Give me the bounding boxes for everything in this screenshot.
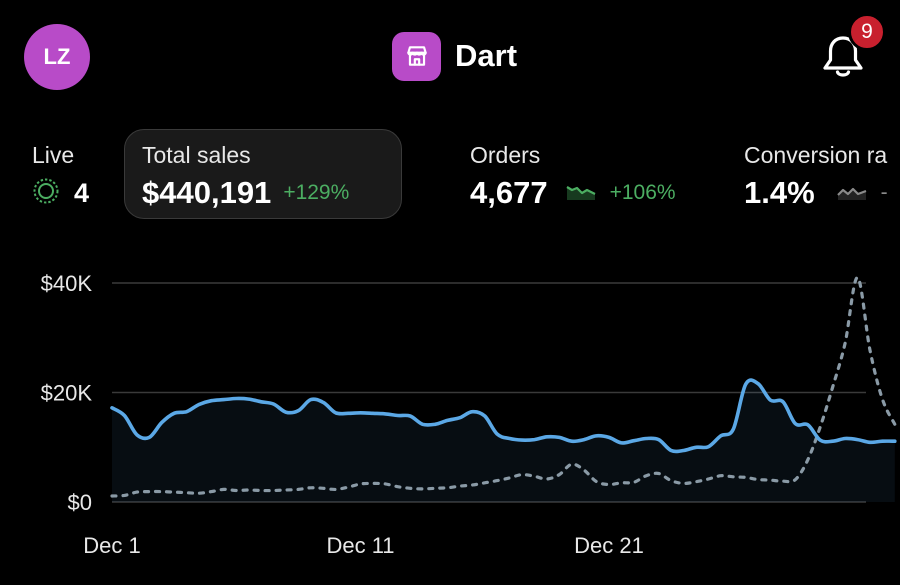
store-name: Dart: [455, 38, 518, 73]
total-sales-change: +129%: [283, 181, 350, 204]
x-tick-label: Dec 1: [83, 533, 140, 558]
orders-label: Orders: [470, 142, 541, 168]
notification-count: 9: [861, 20, 873, 43]
y-tick-label: $40K: [41, 271, 93, 296]
conversion-label: Conversion ra: [744, 142, 888, 168]
store-switcher[interactable]: Dart: [392, 31, 517, 81]
notification-badge: 9: [848, 13, 886, 51]
live-value: 4: [74, 177, 90, 208]
total-sales-value: $440,191: [142, 175, 272, 210]
orders-value: 4,677: [470, 175, 548, 210]
storefront-icon: [392, 31, 441, 81]
x-tick-label: Dec 21: [574, 533, 644, 558]
current-series-line: [110, 378, 897, 454]
orders-sparkline-icon: [566, 181, 596, 206]
live-label: Live: [32, 142, 75, 168]
metric-orders[interactable]: Orders 4,677 +106%: [470, 142, 676, 210]
metric-live[interactable]: Live 4: [32, 142, 89, 210]
avatar[interactable]: LZ: [24, 24, 90, 90]
current-series-area: [112, 380, 895, 502]
live-pulse-icon: [32, 177, 60, 210]
metric-total-sales[interactable]: Total sales $440,191 +129%: [142, 142, 349, 210]
conversion-value: 1.4%: [744, 175, 815, 210]
orders-change: +106%: [609, 181, 676, 204]
conversion-change: -: [880, 181, 888, 204]
x-tick-label: Dec 11: [326, 533, 394, 558]
comparison-series-line: [110, 275, 897, 498]
y-tick-label: $0: [68, 490, 92, 515]
sales-chart[interactable]: $40K $20K $0 Dec 1 Dec 11 Dec 21: [0, 240, 900, 585]
metric-conversion[interactable]: Conversion ra 1.4% -: [744, 142, 888, 210]
conversion-sparkline-icon: [836, 181, 867, 206]
y-tick-label: $20K: [41, 381, 93, 406]
total-sales-label: Total sales: [142, 142, 251, 168]
metric-card-selected[interactable]: [124, 129, 402, 219]
avatar-initials: LZ: [43, 44, 71, 69]
